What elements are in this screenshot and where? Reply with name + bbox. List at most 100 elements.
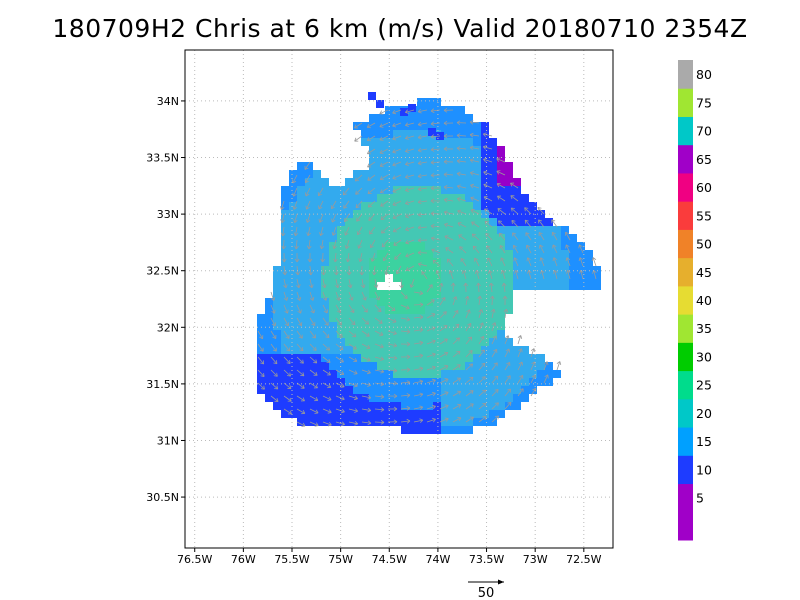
- speed-cell: [513, 234, 521, 242]
- speed-cell: [553, 242, 561, 250]
- speed-cell: [305, 338, 313, 346]
- speed-cell: [281, 330, 289, 338]
- speed-cell: [401, 298, 409, 306]
- wind-vector: [282, 265, 288, 276]
- speed-cell: [489, 362, 497, 370]
- speed-cell: [465, 386, 473, 394]
- speed-cell: [297, 410, 305, 418]
- speed-cell: [329, 226, 337, 234]
- speed-cell: [369, 410, 377, 418]
- wind-vector: [309, 291, 315, 301]
- speed-cell: [425, 218, 433, 226]
- speed-cell: [273, 330, 281, 338]
- speed-cell: [481, 122, 489, 130]
- wind-vector: [443, 133, 454, 139]
- speed-cell: [481, 242, 489, 250]
- speed-cell: [409, 114, 417, 122]
- speed-cell: [361, 122, 369, 130]
- wind-vector: [270, 330, 277, 339]
- speed-cell: [401, 178, 409, 186]
- speed-cell: [465, 274, 473, 282]
- wind-vector: [417, 108, 428, 114]
- wind-vector: [417, 173, 428, 179]
- speed-cell: [457, 122, 465, 130]
- speed-cell: [505, 306, 513, 314]
- wind-vector: [417, 237, 428, 243]
- speed-cell: [473, 298, 481, 306]
- speed-cell: [457, 274, 465, 282]
- speed-cell: [433, 178, 441, 186]
- speed-cell: [425, 258, 433, 266]
- speed-cell: [433, 426, 441, 434]
- speed-cell: [361, 386, 369, 394]
- reference-vector-label: 50: [478, 586, 495, 600]
- speed-cell: [329, 338, 337, 346]
- speed-cell: [313, 378, 321, 386]
- speed-cell: [265, 394, 273, 402]
- speed-cell: [257, 322, 265, 330]
- wind-vector: [430, 236, 441, 241]
- speed-cell: [361, 266, 369, 274]
- wind-vector: [517, 335, 523, 345]
- wind-vector: [322, 382, 332, 389]
- speed-cell: [497, 162, 505, 170]
- x-tick-label: 75W: [328, 553, 353, 566]
- speed-cell: [281, 218, 289, 226]
- wind-vector: [335, 421, 345, 427]
- speed-cell: [433, 250, 441, 258]
- wind-vector: [444, 222, 454, 228]
- speed-cell: [401, 202, 409, 210]
- speed-cell: [473, 242, 481, 250]
- speed-cell: [289, 186, 297, 194]
- speed-cell: [409, 186, 417, 194]
- speed-cell: [561, 282, 569, 290]
- speed-cell: [409, 362, 417, 370]
- speed-cell: [369, 338, 377, 346]
- wind-vector: [517, 388, 524, 397]
- wind-vector: [296, 421, 306, 427]
- speed-cell: [393, 266, 401, 274]
- wind-vector: [373, 278, 379, 289]
- wind-vector: [379, 122, 389, 128]
- wind-vector: [417, 225, 428, 230]
- speed-cell: [329, 418, 337, 426]
- wind-vector: [392, 135, 402, 141]
- speed-cell: [281, 186, 289, 194]
- speed-cell: [297, 242, 305, 250]
- speed-cell: [457, 186, 465, 194]
- speed-cell: [409, 138, 417, 146]
- speed-cell: [297, 402, 305, 410]
- wind-vector: [502, 295, 508, 306]
- speed-cell: [449, 386, 457, 394]
- wind-vector: [439, 338, 448, 345]
- speed-cell: [401, 314, 409, 322]
- speed-cell: [585, 250, 593, 258]
- speed-cell: [313, 330, 321, 338]
- wind-vector: [413, 418, 424, 423]
- wind-vector: [335, 291, 341, 301]
- speed-cell: [497, 250, 505, 258]
- speed-cell: [345, 410, 353, 418]
- wind-vector: [465, 416, 474, 423]
- wind-vector: [443, 197, 454, 203]
- wind-vector: [343, 200, 350, 209]
- speed-cell: [321, 186, 329, 194]
- speed-cell: [377, 322, 385, 330]
- speed-cell: [425, 146, 433, 154]
- speed-cell: [561, 234, 569, 242]
- speed-cell: [481, 130, 489, 138]
- wind-vector: [387, 355, 398, 361]
- speed-cell: [361, 322, 369, 330]
- speed-cell: [297, 186, 305, 194]
- speed-cell: [497, 314, 505, 322]
- speed-cell: [465, 122, 473, 130]
- speed-cell: [457, 114, 465, 122]
- speed-cell: [273, 322, 281, 330]
- wind-vector: [491, 308, 496, 319]
- speed-cell: [321, 370, 329, 378]
- wind-vector: [283, 343, 291, 352]
- speed-cell: [313, 306, 321, 314]
- wind-vector: [413, 327, 424, 333]
- wind-vector: [380, 213, 389, 220]
- speed-cell: [513, 194, 521, 202]
